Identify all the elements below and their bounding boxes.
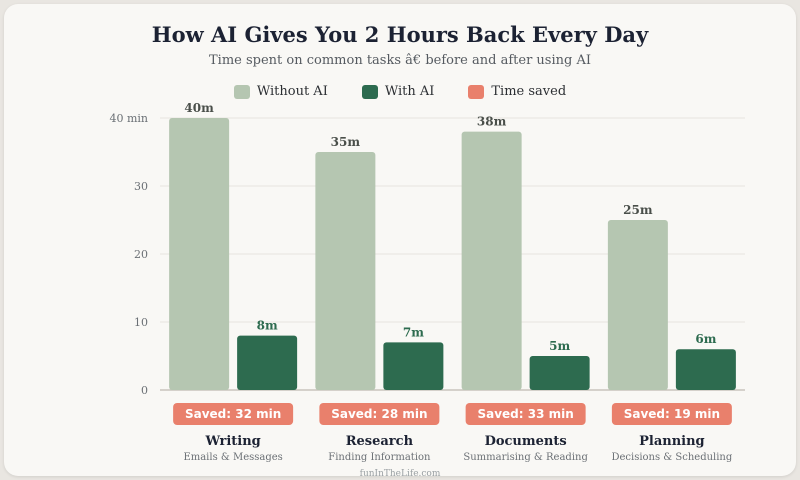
y-tick-label: 20	[134, 248, 148, 261]
data-label-without-ai: 38m	[477, 115, 507, 129]
bar-without-ai	[315, 152, 375, 390]
category-label: Documents	[485, 434, 567, 449]
bar-with-ai	[530, 356, 590, 390]
data-label-with-ai: 7m	[403, 325, 424, 339]
data-label-without-ai: 25m	[623, 203, 653, 217]
footer-credit: funInTheLife.com	[0, 469, 800, 479]
category-subtitle: Emails & Messages	[183, 452, 282, 463]
data-label-without-ai: 40m	[184, 101, 214, 115]
category-subtitle: Summarising & Reading	[463, 452, 588, 463]
bar-with-ai	[237, 336, 297, 390]
category-label: Planning	[639, 434, 705, 449]
y-tick-label: 30	[134, 180, 148, 193]
data-label-with-ai: 5m	[549, 339, 570, 353]
bar-without-ai	[169, 118, 229, 390]
y-tick-label: 40 min	[109, 112, 148, 125]
category-label: Writing	[204, 434, 260, 449]
time-saved-label: Saved: 32 min	[185, 407, 281, 421]
y-tick-label: 0	[141, 384, 148, 397]
y-tick-label: 10	[134, 316, 148, 329]
bar-without-ai	[608, 220, 668, 390]
category-label: Research	[346, 434, 414, 449]
time-saved-label: Saved: 28 min	[331, 407, 427, 421]
data-label-with-ai: 6m	[695, 332, 716, 346]
time-saved-label: Saved: 33 min	[477, 407, 573, 421]
category-subtitle: Decisions & Scheduling	[611, 452, 732, 463]
bar-with-ai	[383, 342, 443, 390]
data-label-without-ai: 35m	[331, 135, 361, 149]
category-subtitle: Finding Information	[328, 452, 431, 463]
data-label-with-ai: 8m	[257, 319, 278, 333]
bar-with-ai	[676, 349, 736, 390]
time-saved-label: Saved: 19 min	[624, 407, 720, 421]
bar-without-ai	[462, 132, 522, 390]
